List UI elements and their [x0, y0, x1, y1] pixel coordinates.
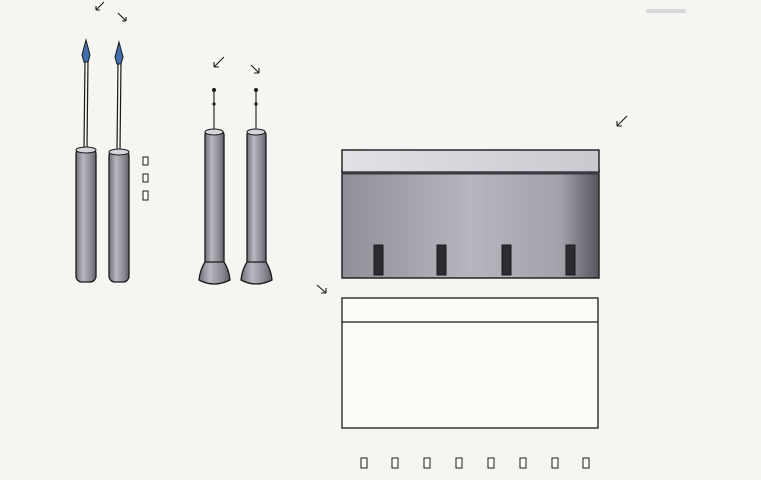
blue-tip-icon: [81, 38, 91, 63]
small-square: [142, 173, 149, 183]
flat-base-probe-right: [240, 88, 273, 285]
arrow-mark: [95, 1, 105, 11]
small-square: [423, 457, 431, 469]
block-slot: [565, 244, 576, 276]
flat-base-probe-left: [198, 88, 231, 285]
small-square: [360, 457, 368, 469]
small-square: [142, 190, 149, 201]
small-square: [455, 457, 463, 469]
small-square: [551, 457, 559, 469]
needle-probe-left: [75, 38, 97, 283]
block-slot: [501, 244, 512, 276]
outlined-block: [341, 297, 599, 429]
small-squares-row: [360, 457, 590, 469]
arrow-mark: [250, 64, 260, 74]
blue-tip-icon: [114, 40, 124, 65]
block-slot: [436, 244, 447, 276]
small-square: [519, 457, 527, 469]
small-square: [582, 457, 590, 469]
shaded-block: [341, 149, 600, 279]
arrow-mark: [316, 284, 327, 294]
small-squares-column: [142, 156, 149, 201]
arrow-mark: [616, 115, 628, 127]
arrow-mark: [117, 12, 127, 22]
needle-probe-right: [108, 40, 130, 283]
block-slot: [373, 244, 384, 276]
small-square: [391, 457, 399, 469]
small-square: [487, 457, 495, 469]
arrow-mark: [213, 56, 225, 68]
small-square: [142, 156, 149, 166]
arrow-marks: [95, 1, 628, 294]
